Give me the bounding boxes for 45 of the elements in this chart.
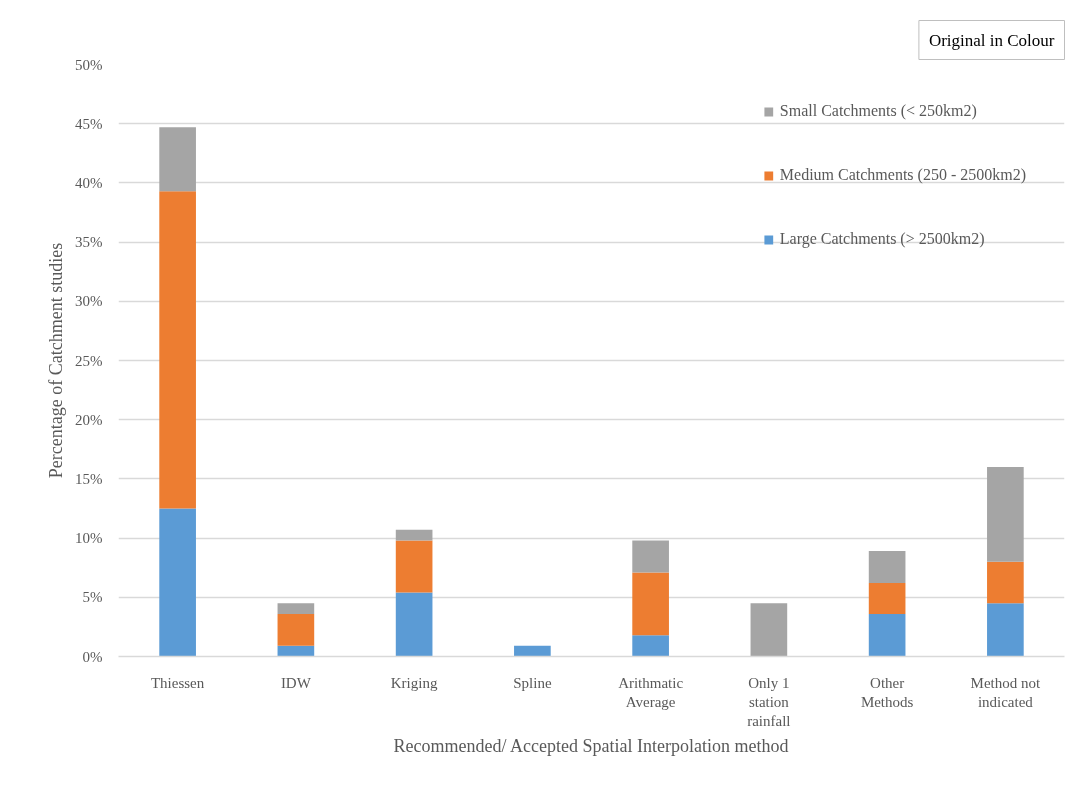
y-tick-label: 20% <box>75 411 103 428</box>
y-tick-label: 50% <box>75 56 103 73</box>
bar <box>159 191 196 509</box>
y-tick-label: 15% <box>75 470 103 487</box>
x-tick-label: Arithmatic Average <box>618 674 684 710</box>
bar <box>868 613 906 657</box>
bar <box>632 572 669 636</box>
x-tick-label: IDW <box>280 674 312 691</box>
y-axis-title: Percentage of Catchment studies <box>46 242 66 479</box>
bar <box>159 127 196 192</box>
text: Original in Colour <box>928 30 1055 50</box>
bar <box>277 613 315 646</box>
legend-label: Small Catchments (< 250km2) <box>779 102 977 120</box>
y-tick-label: 5% <box>82 589 103 606</box>
y-tick-label: 25% <box>75 352 103 369</box>
legend-label: Large Catchments (> 2500km2) <box>779 230 985 248</box>
x-tick-label: Thiessen <box>150 674 205 691</box>
bar <box>395 592 433 657</box>
bar <box>514 645 551 657</box>
bar <box>395 540 433 593</box>
bar <box>277 603 315 614</box>
bar <box>987 467 1024 562</box>
bar <box>395 529 433 541</box>
bar <box>987 603 1024 657</box>
x-tick-label: Other Methods <box>860 674 914 710</box>
y-tick-label: 10% <box>75 530 103 547</box>
x-tick-label: Spline <box>513 674 552 691</box>
bar <box>868 551 906 584</box>
bar <box>632 635 669 657</box>
bar <box>868 583 906 614</box>
y-tick-label: 35% <box>75 234 103 251</box>
bar <box>159 508 196 657</box>
y-tick-label: 0% <box>82 648 103 665</box>
x-tick-label: Only 1 station rainfall <box>747 674 791 729</box>
x-tick-label: Method not indicated <box>970 674 1041 710</box>
y-tick-label: 40% <box>75 174 103 191</box>
y-tick-label: 45% <box>75 115 103 132</box>
x-axis-title: Recommended/ Accepted Spatial Interpolation method <box>393 735 789 756</box>
y-tick-label: 30% <box>75 293 103 310</box>
bar <box>632 540 669 573</box>
bar <box>277 645 315 657</box>
bar <box>987 561 1024 604</box>
x-tick-label: Kriging <box>390 674 438 691</box>
legend-label: Medium Catchments (250 - 2500km2) <box>779 166 1026 184</box>
bar <box>750 603 788 657</box>
